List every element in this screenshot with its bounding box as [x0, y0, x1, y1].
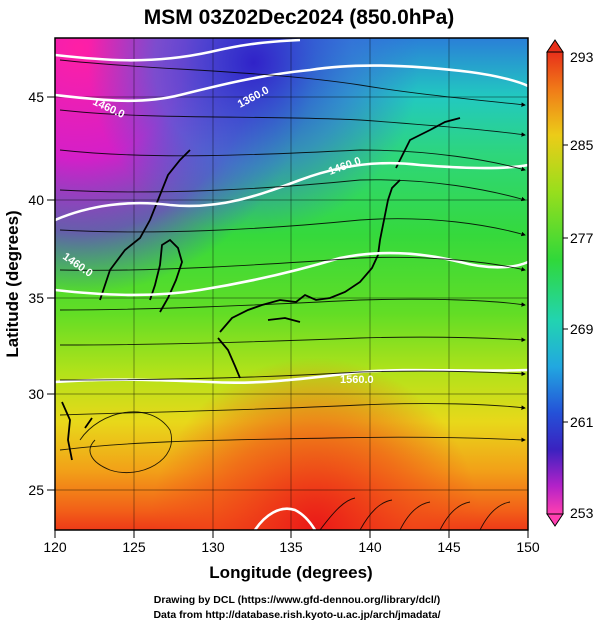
colorbar-label: 261	[570, 414, 594, 430]
colorbar-label: 277	[570, 230, 594, 246]
wind-streamlines	[59, 59, 526, 530]
colorbar-label: 285	[570, 137, 594, 153]
y-axis	[47, 96, 55, 491]
y-tick-label: 40	[28, 192, 44, 208]
lat-lon-grid	[55, 38, 528, 530]
y-tick-label: 30	[28, 386, 44, 402]
y-tick-labels: 25 30 35 40 45	[28, 89, 44, 498]
x-axis-label: Longitude (degrees)	[209, 563, 372, 582]
colorbar-label: 293	[570, 49, 594, 65]
y-tick-label: 35	[28, 290, 44, 306]
colorbar-labels: 293 285 277 269 261 253	[570, 49, 594, 521]
colorbar-scale	[546, 51, 564, 515]
map-title: MSM 03Z02Dec2024 (850.0hPa)	[144, 6, 455, 29]
x-tick-labels: 120 125 130 135 140 145 150	[43, 539, 540, 555]
y-tick-label: 25	[28, 482, 44, 498]
x-tick-label: 125	[122, 539, 146, 555]
colorbar-top-arrow	[546, 39, 564, 53]
x-axis	[54, 530, 529, 538]
x-tick-label: 140	[358, 539, 382, 555]
colorbar-label: 253	[570, 505, 594, 521]
x-tick-label: 130	[201, 539, 225, 555]
coastlines	[61, 117, 461, 461]
colorbar-bottom-arrow	[546, 513, 564, 527]
colorbar: 293 285 277 269 261 253	[546, 39, 594, 527]
y-tick-label: 45	[28, 89, 44, 105]
warm-region-south	[55, 38, 528, 530]
x-tick-label: 120	[43, 539, 67, 555]
y-axis-label: Latitude (degrees)	[3, 210, 22, 357]
credit-drawing: Drawing by DCL (https://www.gfd-dennou.o…	[154, 594, 440, 606]
plot-area: 1460.0 1360.0 1460.0 1460.0 1560.0	[55, 38, 528, 530]
x-tick-label: 145	[437, 539, 461, 555]
x-tick-label: 150	[516, 539, 540, 555]
colorbar-label: 269	[570, 321, 594, 337]
x-tick-label: 135	[279, 539, 303, 555]
contour-label: 1560.0	[340, 374, 374, 386]
credit-data-source: Data from http://database.rish.kyoto-u.a…	[153, 609, 440, 621]
